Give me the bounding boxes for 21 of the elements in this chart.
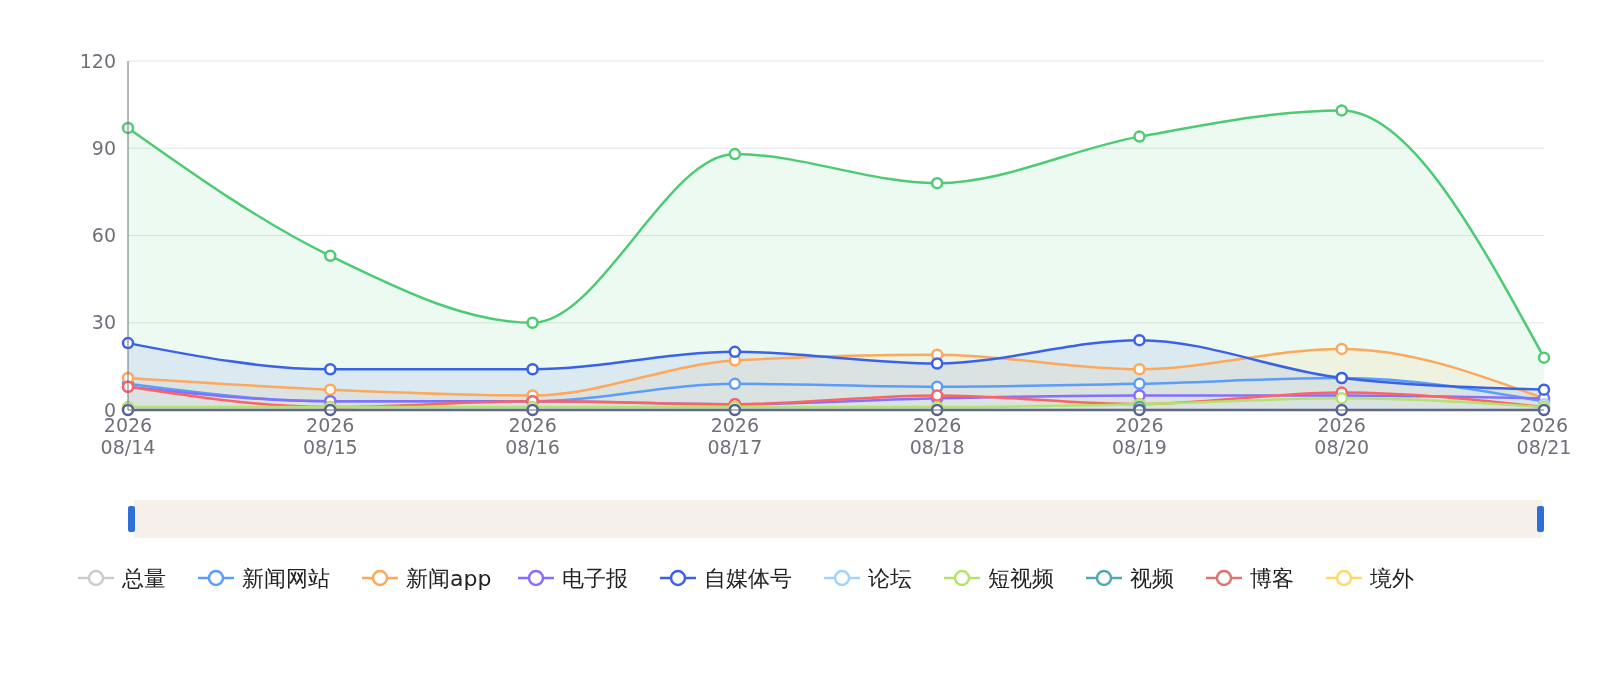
x-tick-label: 2026 08/17 [707,414,763,458]
legend-label: 博客 [1250,565,1294,591]
y-tick-label: 90 [91,136,116,159]
legend-label: 视频 [1130,565,1174,591]
legend-label: 境外 [1369,565,1414,591]
legend-label: 新闻网站 [242,565,330,591]
y-tick-label: 30 [91,311,116,334]
x-tick-label: 2026 08/21 [1516,414,1572,458]
y-tick-label: 60 [91,224,116,247]
x-tick-label: 2026 08/16 [505,414,560,458]
x-tick-label: 2026 08/19 [1112,414,1167,458]
legend-label: 自媒体号 [704,565,792,591]
legend-label: 总量 [121,565,166,591]
y-tick-label: 120 [79,49,116,72]
legend-label: 短视频 [988,565,1054,591]
x-tick-label: 2026 08/15 [302,414,358,458]
legend-label: 论坛 [868,565,912,591]
legend-label: 新闻app [406,565,492,591]
x-tick-label: 2026 08/20 [1314,414,1370,458]
legend-label: 电子报 [562,565,628,591]
x-tick-label: 2026 08/18 [909,414,965,458]
